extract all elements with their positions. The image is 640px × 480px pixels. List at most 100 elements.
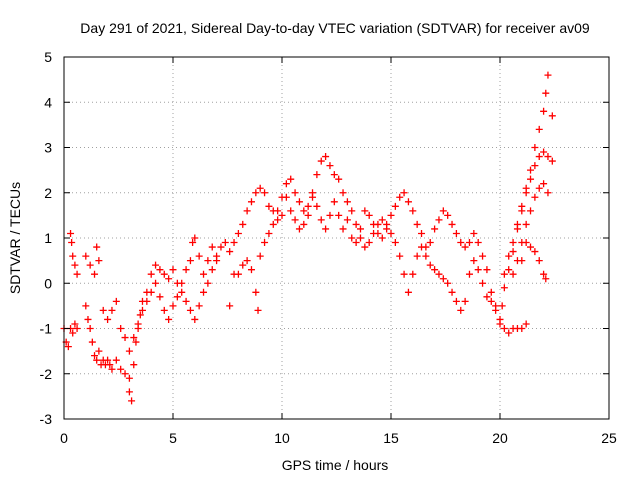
data-point xyxy=(548,157,556,165)
data-point xyxy=(82,252,90,260)
y-tick-label: 0 xyxy=(44,275,52,291)
data-point xyxy=(182,297,190,305)
x-tick-label: 5 xyxy=(169,430,177,446)
data-point xyxy=(542,89,550,97)
data-point xyxy=(317,157,325,165)
y-tick-label: 3 xyxy=(44,140,52,156)
data-point xyxy=(509,248,517,256)
data-point xyxy=(278,193,286,201)
data-point xyxy=(474,266,482,274)
data-point xyxy=(112,297,120,305)
data-point xyxy=(335,211,343,219)
data-point xyxy=(400,270,408,278)
data-point xyxy=(487,297,495,305)
data-point xyxy=(189,239,197,247)
data-point xyxy=(535,184,543,192)
data-point xyxy=(448,288,456,296)
data-point xyxy=(470,257,478,265)
data-point xyxy=(527,175,535,183)
data-point xyxy=(422,252,430,260)
y-tick-label: -3 xyxy=(40,411,53,427)
data-point xyxy=(343,216,351,224)
data-point xyxy=(91,270,99,278)
data-point xyxy=(465,239,473,247)
data-point xyxy=(226,248,234,256)
data-point xyxy=(112,356,120,364)
data-point xyxy=(71,261,79,269)
data-point xyxy=(435,270,443,278)
data-point xyxy=(396,252,404,260)
data-point xyxy=(527,207,535,215)
data-point xyxy=(474,239,482,247)
data-point xyxy=(535,153,543,161)
data-point xyxy=(439,275,447,283)
data-point xyxy=(104,356,112,364)
data-point xyxy=(527,243,535,251)
data-point xyxy=(73,270,81,278)
data-point xyxy=(461,297,469,305)
data-point xyxy=(191,315,199,323)
data-point xyxy=(160,306,168,314)
data-point xyxy=(435,216,443,224)
data-point xyxy=(500,270,508,278)
data-point xyxy=(93,243,101,251)
data-point xyxy=(195,252,203,260)
data-point xyxy=(95,257,103,265)
data-point xyxy=(186,306,194,314)
data-point xyxy=(125,374,133,382)
y-axis-label: SDTVAR / TECUs xyxy=(7,182,23,294)
data-point xyxy=(247,266,255,274)
data-point xyxy=(104,315,112,323)
series-1 xyxy=(60,71,552,405)
data-point xyxy=(252,288,260,296)
data-point xyxy=(287,207,295,215)
series-2 xyxy=(82,112,556,355)
data-point xyxy=(143,297,151,305)
data-point xyxy=(195,302,203,310)
data-point xyxy=(531,193,539,201)
data-point xyxy=(82,302,90,310)
y-tick-label: 4 xyxy=(44,94,52,110)
data-point xyxy=(540,107,548,115)
data-point xyxy=(531,162,539,170)
data-point xyxy=(239,220,247,228)
data-point xyxy=(335,175,343,183)
data-point xyxy=(136,311,144,319)
data-point xyxy=(165,275,173,283)
data-point xyxy=(426,239,434,247)
data-point xyxy=(186,257,194,265)
data-point xyxy=(138,306,146,314)
data-point xyxy=(295,198,303,206)
data-point xyxy=(544,71,552,79)
y-tick-label: 2 xyxy=(44,185,52,201)
data-point xyxy=(505,329,513,337)
data-point xyxy=(291,216,299,224)
data-point xyxy=(500,284,508,292)
data-point xyxy=(483,293,491,301)
data-point xyxy=(261,239,269,247)
data-point xyxy=(413,220,421,228)
data-point xyxy=(409,270,417,278)
data-point xyxy=(487,288,495,296)
data-point xyxy=(121,370,129,378)
data-point xyxy=(128,397,136,405)
data-point xyxy=(88,338,96,346)
data-point xyxy=(304,211,312,219)
data-point xyxy=(282,180,290,188)
data-point xyxy=(152,261,160,269)
x-axis-label: GPS time / hours xyxy=(282,457,389,473)
data-point xyxy=(409,207,417,215)
data-point xyxy=(544,153,552,161)
data-point xyxy=(330,198,338,206)
data-point xyxy=(213,257,221,265)
data-point xyxy=(304,202,312,210)
data-point xyxy=(535,257,543,265)
data-point xyxy=(200,288,208,296)
data-point xyxy=(540,148,548,156)
data-point xyxy=(339,189,347,197)
data-point xyxy=(265,229,273,237)
data-point xyxy=(95,347,103,355)
data-point xyxy=(309,193,317,201)
data-point xyxy=(361,243,369,251)
data-point xyxy=(134,320,142,328)
